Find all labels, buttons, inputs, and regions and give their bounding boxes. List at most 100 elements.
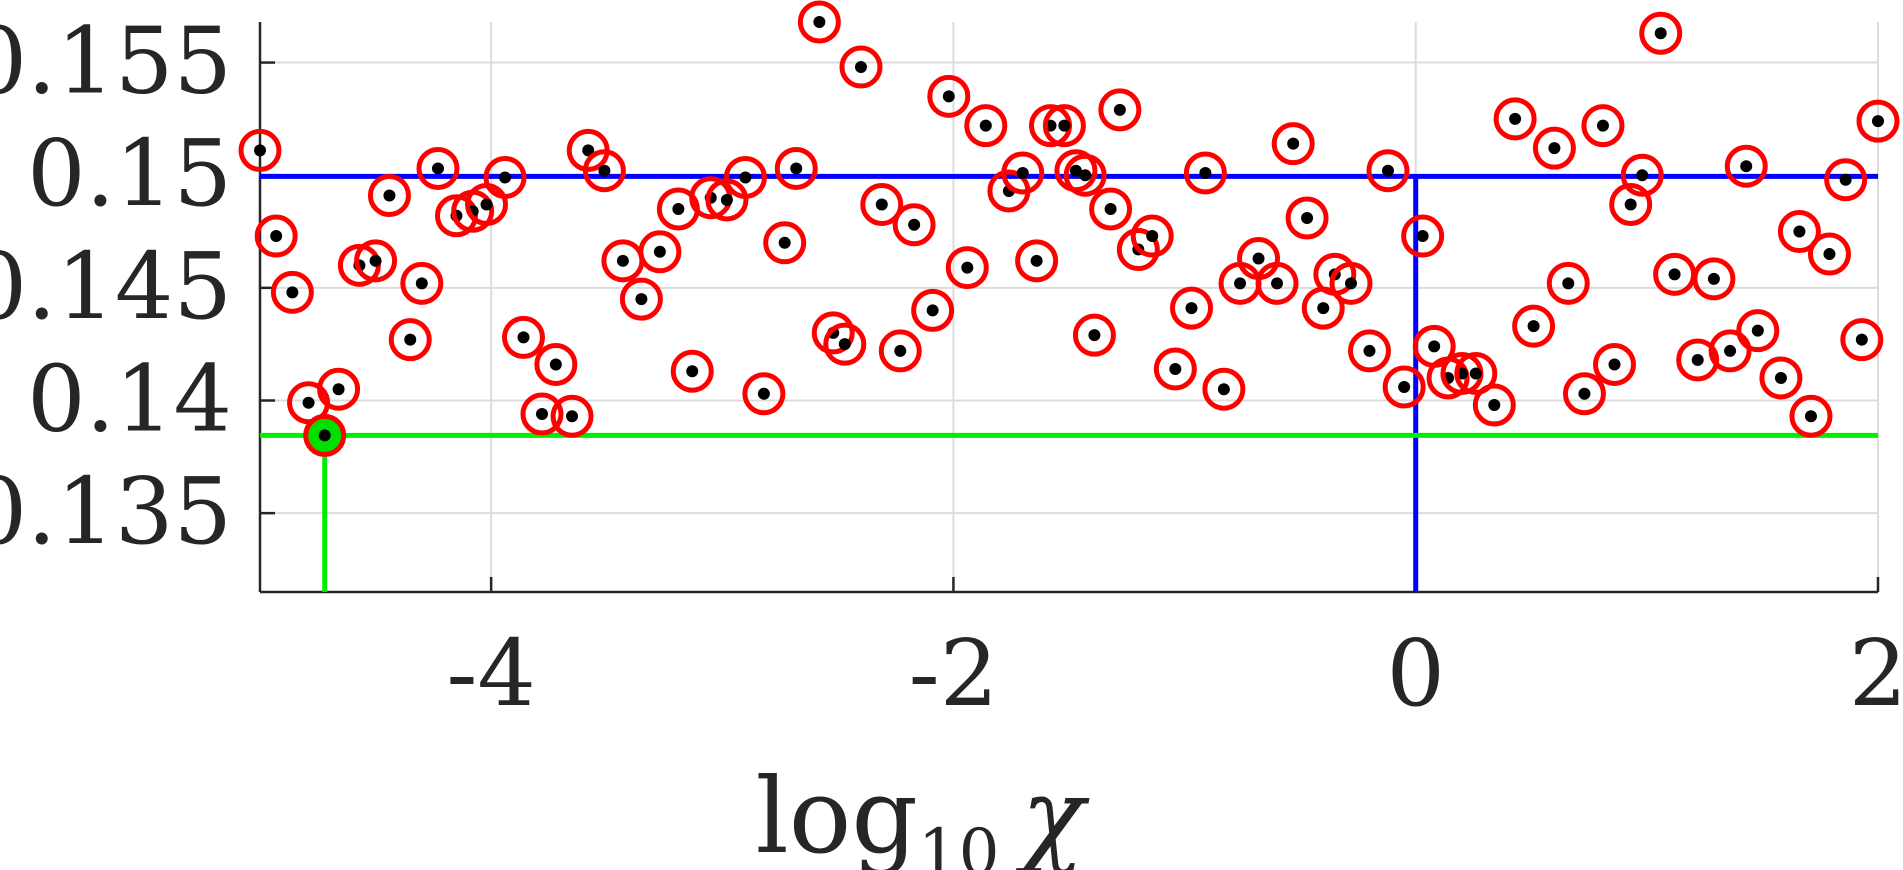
data-point-dot bbox=[1793, 225, 1806, 238]
data-point-dot bbox=[1654, 27, 1667, 40]
data-point-ring bbox=[1042, 104, 1086, 148]
data-point-dot bbox=[686, 365, 699, 378]
data-points bbox=[238, 0, 1900, 457]
data-point-ring bbox=[238, 128, 282, 172]
data-point-ring bbox=[774, 146, 818, 190]
reference-lines bbox=[260, 173, 1878, 592]
data-point-dot bbox=[1839, 173, 1852, 186]
data-point-ring bbox=[1153, 347, 1197, 391]
data-point-dot bbox=[961, 261, 974, 274]
data-point-dot bbox=[1363, 344, 1376, 357]
data-point-ring bbox=[1454, 351, 1498, 395]
data-point-ring bbox=[927, 74, 971, 118]
data-point-dot bbox=[517, 331, 530, 344]
data-point-ring bbox=[520, 392, 564, 436]
data-point-ring bbox=[1562, 372, 1606, 416]
data-point-ring bbox=[400, 261, 444, 305]
data-point-dot bbox=[1113, 103, 1126, 116]
data-point-ring bbox=[388, 318, 432, 362]
data-point-ring bbox=[354, 239, 398, 283]
data-point-ring bbox=[1130, 214, 1174, 258]
data-point-ring bbox=[1708, 329, 1752, 373]
data-point-dot bbox=[1624, 198, 1637, 211]
data-point-dot bbox=[1751, 324, 1764, 337]
data-point-dot bbox=[1636, 169, 1649, 182]
data-point-ring bbox=[1089, 187, 1133, 231]
data-point-ring bbox=[1840, 318, 1884, 362]
data-point-dot bbox=[598, 164, 611, 177]
data-point-dot bbox=[1252, 252, 1265, 265]
data-point-dot bbox=[1823, 248, 1836, 261]
data-point-ring bbox=[1347, 329, 1391, 373]
data-point-ring bbox=[1856, 99, 1900, 143]
data-point-ring bbox=[317, 367, 361, 411]
x-axis-label: log10 χ bbox=[756, 755, 1091, 870]
data-point-ring bbox=[763, 221, 807, 265]
data-point-dot bbox=[757, 387, 770, 400]
data-point-dot bbox=[739, 171, 752, 184]
data-point-dot bbox=[1146, 230, 1159, 243]
data-point-ring bbox=[1202, 367, 1246, 411]
data-point-dot bbox=[1217, 383, 1230, 396]
data-point-dot bbox=[549, 358, 562, 371]
data-point-ring bbox=[254, 214, 298, 258]
data-point-dot bbox=[1079, 169, 1092, 182]
data-point-dot bbox=[1428, 340, 1441, 353]
data-point-ring bbox=[723, 155, 767, 199]
x-tick-label: 0 bbox=[1386, 620, 1445, 727]
data-point-ring bbox=[619, 277, 663, 321]
data-point-ring bbox=[945, 246, 989, 290]
data-point-dot bbox=[1199, 166, 1212, 179]
data-point-dot bbox=[1069, 164, 1082, 177]
data-point-ring bbox=[1063, 153, 1107, 197]
data-point-ring bbox=[1789, 394, 1833, 438]
data-point-dot bbox=[1301, 212, 1314, 225]
data-point-dot bbox=[582, 144, 595, 157]
data-point-ring bbox=[1015, 239, 1059, 283]
data-point-dot bbox=[254, 144, 266, 157]
data-point-ring bbox=[670, 349, 714, 393]
data-point-ring bbox=[1366, 149, 1410, 193]
data-point-ring bbox=[1512, 304, 1556, 348]
data-point-dot bbox=[1707, 272, 1720, 285]
data-point-dot bbox=[1271, 277, 1284, 290]
data-point-ring bbox=[878, 329, 922, 373]
data-point-dot bbox=[1509, 112, 1522, 125]
data-point-dot bbox=[1169, 362, 1182, 375]
y-tick-label: 0.135 bbox=[0, 458, 232, 565]
data-point-dot bbox=[1548, 142, 1561, 155]
data-point-dot bbox=[1596, 119, 1609, 132]
data-point-dot bbox=[1578, 387, 1591, 400]
data-point-ring bbox=[892, 203, 936, 247]
data-point-dot bbox=[790, 162, 803, 175]
data-point-ring bbox=[964, 104, 1008, 148]
data-point-ring bbox=[367, 173, 411, 217]
data-point-dot bbox=[1344, 277, 1357, 290]
data-point-ring bbox=[534, 342, 578, 386]
data-point-dot bbox=[1398, 380, 1411, 393]
data-point-dot bbox=[1381, 164, 1394, 177]
data-point-dot bbox=[813, 16, 826, 28]
data-point-ring bbox=[638, 230, 682, 274]
data-point-ring bbox=[860, 182, 904, 226]
data-point-dot bbox=[838, 338, 851, 351]
data-point-ring bbox=[550, 394, 594, 438]
data-point-dot bbox=[1562, 277, 1575, 290]
data-point-dot bbox=[926, 304, 939, 317]
data-point-dot bbox=[1234, 277, 1247, 290]
data-point-ring bbox=[1001, 151, 1045, 195]
data-point-ring bbox=[797, 0, 841, 44]
data-point-dot bbox=[1016, 166, 1029, 179]
data-point-dot bbox=[778, 236, 791, 249]
data-point-ring bbox=[416, 146, 460, 190]
data-point-ring bbox=[1759, 356, 1803, 400]
data-point-dot bbox=[894, 344, 907, 357]
data-point-dot bbox=[480, 198, 493, 211]
data-point-ring bbox=[1493, 97, 1537, 141]
y-tick-label: 0.15 bbox=[27, 120, 232, 227]
data-point-ring bbox=[1546, 261, 1590, 305]
data-point-ring bbox=[1170, 286, 1214, 330]
data-point-ring bbox=[1592, 342, 1636, 386]
data-point-dot bbox=[1317, 302, 1330, 315]
data-point-ring bbox=[1382, 365, 1426, 409]
